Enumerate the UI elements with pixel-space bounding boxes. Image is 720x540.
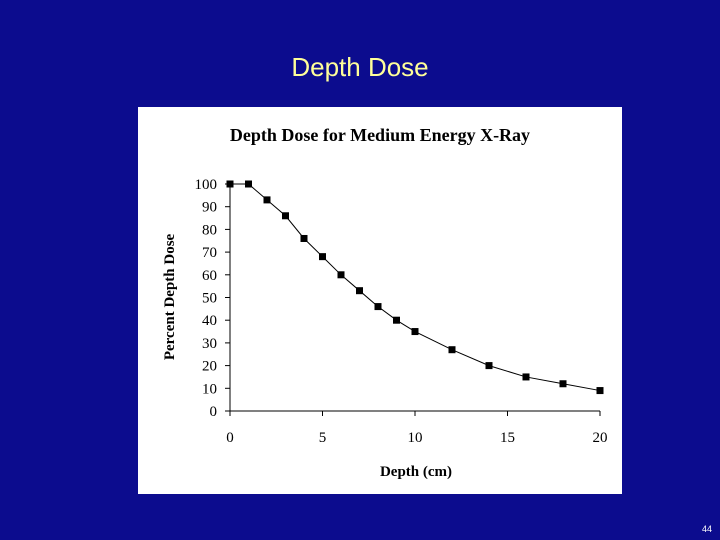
- x-axis-label: Depth (cm): [380, 464, 452, 480]
- x-tick-label: 5: [319, 430, 327, 446]
- depth-dose-chart: Depth Dose for Medium Energy X-Ray Depth…: [162, 125, 608, 480]
- data-point: [374, 303, 382, 311]
- x-tick-label: 0: [226, 430, 234, 446]
- y-tick-label: 0: [210, 404, 218, 420]
- y-tick-label: 40: [202, 313, 217, 329]
- series-line: [230, 183, 601, 392]
- y-tick-label: 80: [202, 222, 217, 238]
- y-tick-label: 50: [202, 291, 217, 307]
- y-tick-label: 30: [202, 336, 217, 352]
- data-point: [448, 346, 456, 354]
- y-tick-label: 20: [202, 359, 217, 375]
- y-tick-label: 90: [202, 200, 217, 216]
- data-point: [596, 387, 604, 395]
- data-point: [263, 196, 271, 204]
- y-tick-label: 60: [202, 268, 217, 284]
- data-point: [226, 180, 234, 188]
- page-number: 44: [701, 524, 712, 534]
- data-point: [393, 316, 400, 324]
- chart-title: Depth Dose for Medium Energy X-Ray: [230, 125, 530, 145]
- slide-title: Depth Dose: [291, 52, 429, 82]
- data-point: [282, 212, 289, 220]
- data-point: [522, 373, 530, 381]
- y-tick-label: 70: [202, 245, 217, 261]
- y-axis-label: Percent Depth Dose: [162, 233, 178, 360]
- data-point: [319, 253, 326, 261]
- x-tick-label: 15: [500, 430, 515, 446]
- y-tick-label: 100: [195, 177, 218, 193]
- data-point: [245, 180, 252, 188]
- data-point: [356, 287, 363, 295]
- data-point: [300, 234, 308, 242]
- data-point: [559, 380, 567, 388]
- chart-panel: Depth Dose for Medium Energy X-Ray Depth…: [138, 107, 622, 494]
- data-point: [337, 271, 345, 279]
- data-point: [411, 328, 419, 336]
- x-tick-label: 10: [408, 430, 423, 446]
- x-tick-label: 20: [593, 430, 608, 446]
- data-point: [485, 362, 493, 370]
- y-tick-label: 10: [202, 381, 217, 397]
